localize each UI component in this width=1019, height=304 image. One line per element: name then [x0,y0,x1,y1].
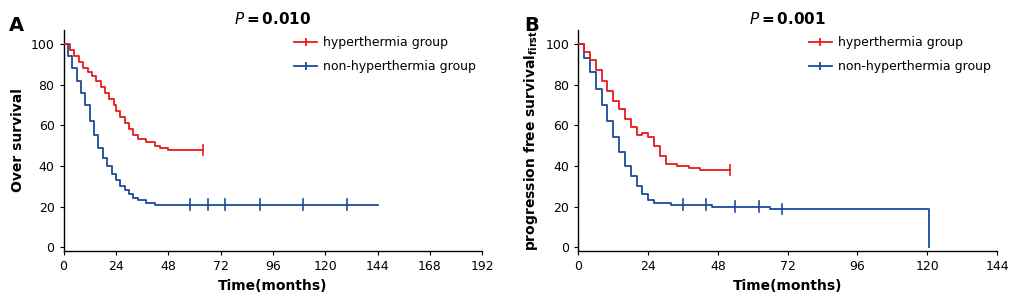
X-axis label: Time(months): Time(months) [218,279,327,293]
X-axis label: Time(months): Time(months) [733,279,842,293]
Title: $\mathit{P}$$\bf{=}$$\bf{0.010}$: $\mathit{P}$$\bf{=}$$\bf{0.010}$ [234,11,312,27]
Y-axis label: Over survival: Over survival [11,88,25,192]
Legend: hyperthermia group, non-hyperthermia group: hyperthermia group, non-hyperthermia gro… [294,36,476,73]
Text: B: B [524,16,538,35]
Title: $\mathit{P}$$\bf{=}$$\bf{0.001}$: $\mathit{P}$$\bf{=}$$\bf{0.001}$ [749,11,825,27]
Legend: hyperthermia group, non-hyperthermia group: hyperthermia group, non-hyperthermia gro… [808,36,989,73]
Y-axis label: progression free survival$_{\mathregular{first}}$: progression free survival$_{\mathregular… [522,30,539,251]
Text: A: A [9,16,24,35]
